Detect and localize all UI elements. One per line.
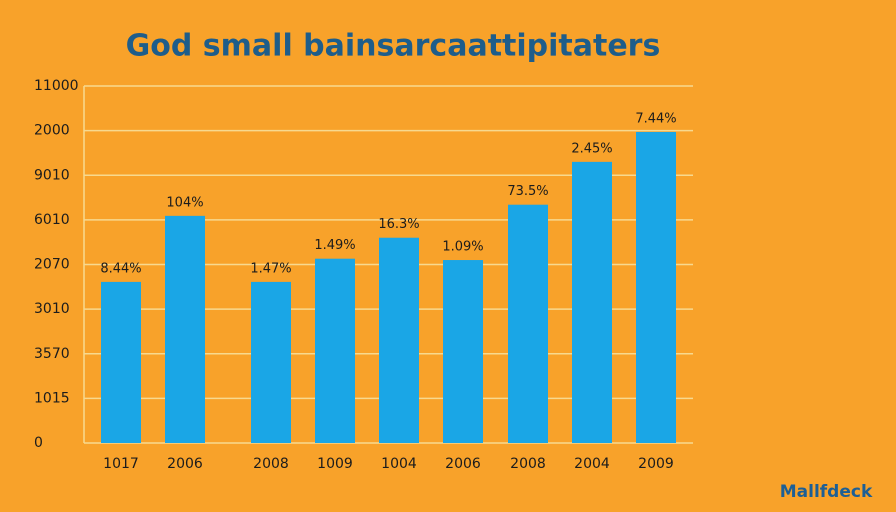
y-tick-label: 3010 <box>34 301 70 317</box>
y-tick-label: 9010 <box>34 167 70 183</box>
bar <box>101 281 141 443</box>
bar <box>636 131 676 443</box>
y-tick-label: 6010 <box>34 212 70 228</box>
x-tick-label: 1009 <box>317 456 353 472</box>
data-label: 1.09% <box>442 240 483 255</box>
x-tick-label: 2008 <box>510 456 546 472</box>
data-label: 1.49% <box>314 238 355 253</box>
y-tick-label: 3570 <box>34 346 70 362</box>
y-tick-label: 1015 <box>34 390 70 406</box>
bar <box>572 161 612 444</box>
x-tick-label: 2008 <box>253 456 289 472</box>
bar <box>508 204 548 443</box>
x-tick-label: 2006 <box>445 456 481 472</box>
data-label: 8.44% <box>100 261 141 276</box>
x-tick-label: 1017 <box>103 456 139 472</box>
bar <box>315 258 355 443</box>
y-tick-label: 2070 <box>34 257 70 273</box>
chart-title: God small bainsarcaattipitaters <box>126 29 661 64</box>
watermark: Mallfdeck <box>780 482 873 502</box>
y-tick-label: 0 <box>34 435 43 451</box>
y-tick-label: 2000 <box>34 123 70 139</box>
data-label: 1.47% <box>250 261 291 276</box>
y-tick-label: 11000 <box>34 78 79 94</box>
x-tick-label: 1004 <box>381 456 417 472</box>
bar <box>165 215 205 443</box>
data-label: 73.5% <box>507 184 548 199</box>
x-tick-label: 2006 <box>167 456 203 472</box>
x-tick-label: 2009 <box>638 456 674 472</box>
data-label: 7.44% <box>635 111 676 126</box>
bar <box>379 237 419 443</box>
bar <box>251 281 291 443</box>
data-label: 16.3% <box>378 217 419 232</box>
x-tick-label: 2004 <box>574 456 610 472</box>
bar <box>443 260 483 443</box>
data-label: 2.45% <box>571 141 612 156</box>
data-label: 104% <box>166 195 203 210</box>
